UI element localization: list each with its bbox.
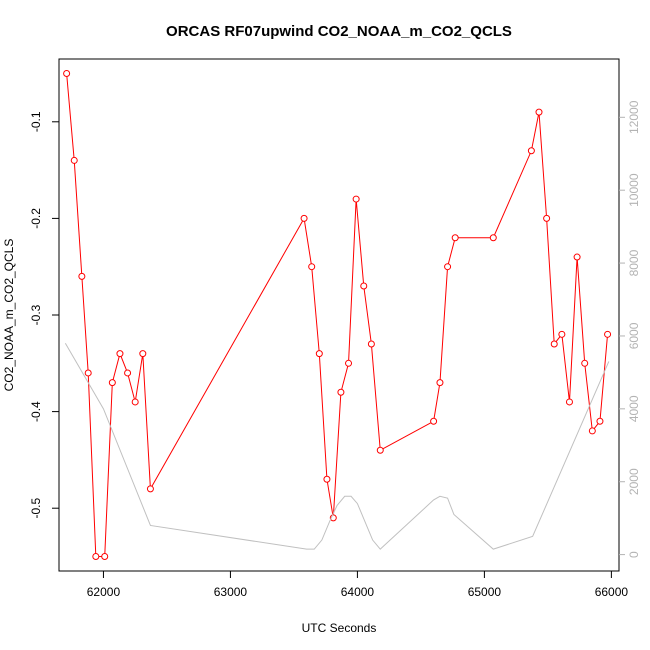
series-0-point [78, 272, 86, 280]
y2-tick-label: 0 [627, 551, 641, 558]
y2-tick-label: 8000 [627, 249, 641, 276]
series-0-point [535, 108, 543, 116]
y-tick-label: -0.1 [29, 111, 43, 132]
chart-title: ORCAS RF07upwind CO2_NOAA_m_CO2_QCLS [166, 23, 512, 40]
series-0-point [581, 359, 589, 367]
series-layer [63, 69, 612, 561]
series-0-point [308, 263, 316, 271]
y-axis-right: 0 2000 4000 6000 8000 10000 12000 [619, 100, 641, 558]
series-0-point [70, 156, 78, 164]
x-tick-label: 63000 [214, 585, 248, 599]
series-0-point [315, 350, 323, 358]
series-0-point [345, 359, 353, 367]
series-0-point [367, 340, 375, 348]
plot-frame [58, 58, 620, 572]
series-0-point [360, 282, 368, 290]
y-tick-label: -0.4 [29, 401, 43, 422]
series-0-point [139, 350, 147, 358]
series-0-point [108, 379, 116, 387]
series-0-point [337, 388, 345, 396]
x-tick-label: 65000 [468, 585, 502, 599]
series-0-point [451, 234, 459, 242]
y-tick-label: -0.5 [29, 498, 43, 519]
series-0-line [66, 73, 609, 558]
series-0-point [146, 485, 154, 493]
y2-tick-label: 10000 [627, 173, 641, 207]
y-tick-label: -0.2 [29, 208, 43, 229]
y2-tick-label: 4000 [627, 395, 641, 422]
series-0-point [430, 417, 438, 425]
series-0-point [596, 417, 604, 425]
series-0-point [92, 553, 100, 561]
series-0-point [63, 69, 71, 77]
series-0-point [550, 340, 558, 348]
x-tick-label: 62000 [87, 585, 121, 599]
series-0-point [489, 234, 497, 242]
series-0-point [604, 330, 612, 338]
series-0-point [558, 330, 566, 338]
series-0-point [588, 427, 596, 435]
series-0-point [323, 475, 331, 483]
series-0-point [543, 214, 551, 222]
x-tick-label: 66000 [595, 585, 629, 599]
series-0-point [527, 147, 535, 155]
x-axis: 62000 63000 64000 65000 66000 [87, 571, 629, 599]
series-0-point [565, 398, 573, 406]
series-1-line [64, 342, 610, 550]
y-axis-label: CO2_NOAA_m_CO2_QCLS [2, 239, 16, 392]
series-0-point [131, 398, 139, 406]
y-tick-label: -0.3 [29, 304, 43, 325]
series-0-point [444, 263, 452, 271]
series-0-point [376, 446, 384, 454]
series-0-point [101, 553, 109, 561]
series-0-point [573, 253, 581, 261]
y-axis-left: -0.5 -0.4 -0.3 -0.2 -0.1 [29, 111, 59, 519]
series-0-point [116, 350, 124, 358]
x-tick-label: 64000 [341, 585, 375, 599]
y2-tick-label: 12000 [627, 100, 641, 134]
series-0-point [124, 369, 132, 377]
series-0-point [300, 214, 308, 222]
x-axis-label: UTC Seconds [302, 621, 377, 635]
y2-tick-label: 6000 [627, 322, 641, 349]
y2-tick-label: 2000 [627, 468, 641, 495]
series-0-point [84, 369, 92, 377]
series-0-point [352, 195, 360, 203]
series-0-point [436, 379, 444, 387]
